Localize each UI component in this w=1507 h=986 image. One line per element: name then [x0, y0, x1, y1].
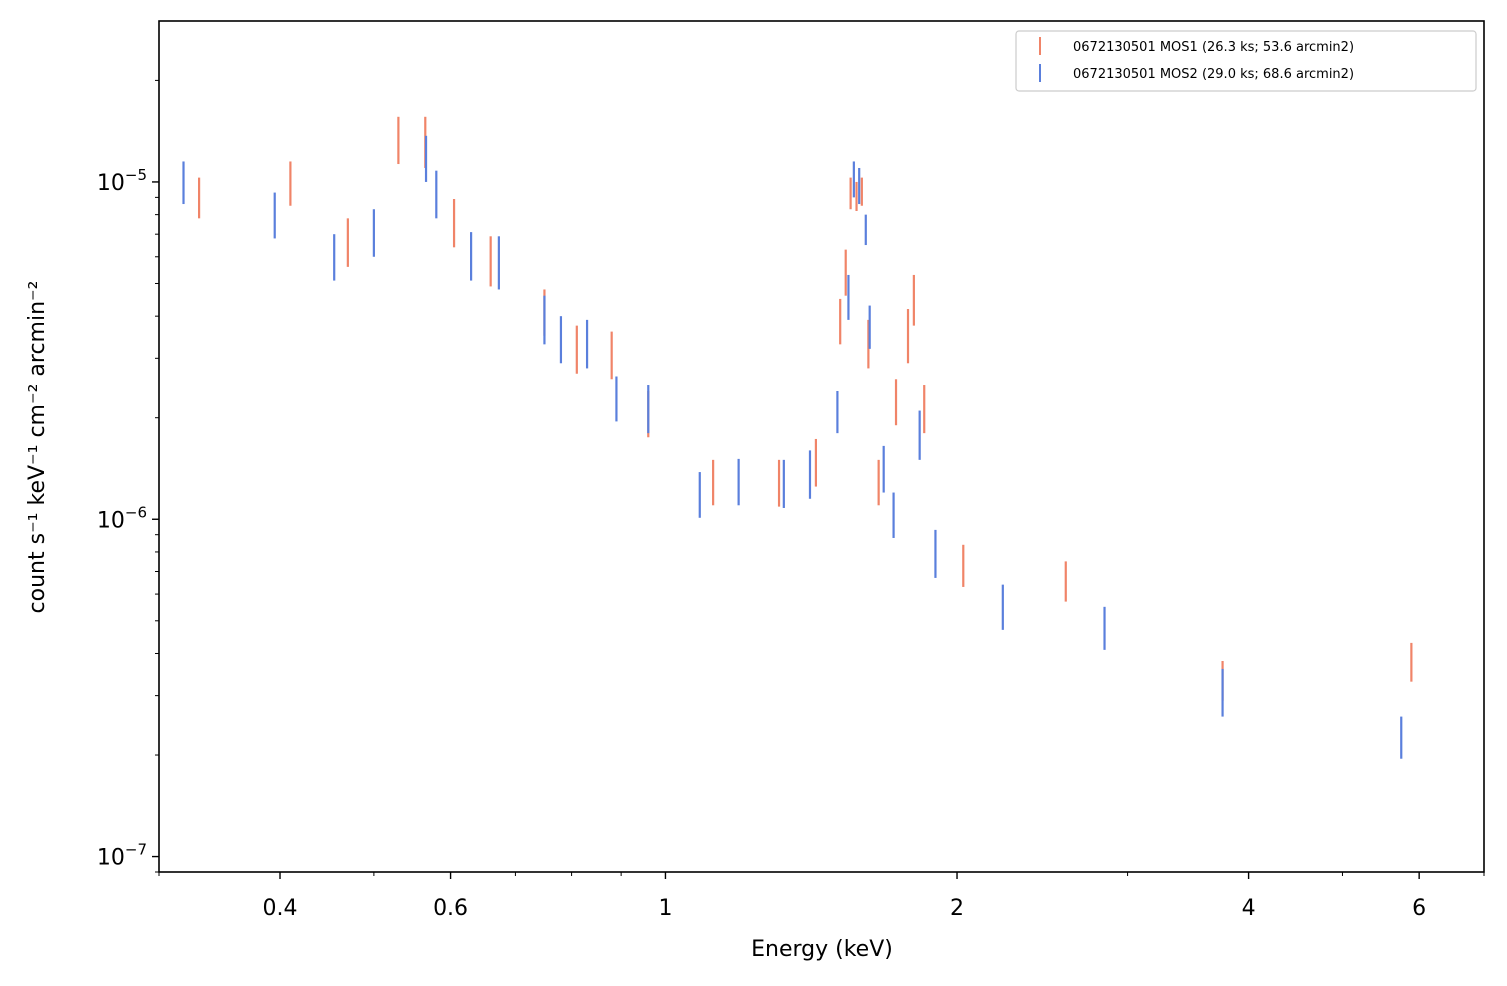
x-tick-label-1: 0.6: [433, 896, 468, 921]
y-axis-ticks: 10−7 10−6 10−5: [97, 79, 159, 873]
legend: 0672130501 MOS1 (26.3 ks; 53.6 arcmin2) …: [1015, 30, 1477, 92]
y-axis-label: count s⁻¹ keV⁻¹ cm⁻² arcmin⁻²: [25, 281, 50, 614]
legend-label-mos2: 0672130501 MOS2 (29.0 ks; 68.6 arcmin2): [1073, 67, 1354, 82]
plot-frame: [158, 20, 1485, 873]
series-layer: [182, 116, 1413, 759]
x-tick-label-4: 4: [1242, 896, 1256, 921]
x-tick-label-3: 2: [950, 896, 964, 921]
x-tick-label-2: 1: [658, 896, 672, 921]
series-0: [197, 116, 1413, 701]
x-tick-label-0: 0.4: [263, 896, 298, 921]
series-1: [182, 135, 1403, 759]
x-axis-ticks: 0.4 0.6 1 2 4 6: [158, 872, 1485, 921]
y-tick-label-1: 10−6: [97, 503, 147, 533]
legend-label-mos1: 0672130501 MOS1 (26.3 ks; 53.6 arcmin2): [1073, 40, 1354, 55]
y-tick-label-0: 10−7: [97, 841, 147, 871]
x-tick-label-5: 6: [1412, 896, 1426, 921]
legend-frame: [1015, 30, 1477, 92]
y-tick-label-2: 10−5: [97, 166, 147, 196]
x-axis-label: Energy (keV): [751, 937, 893, 962]
